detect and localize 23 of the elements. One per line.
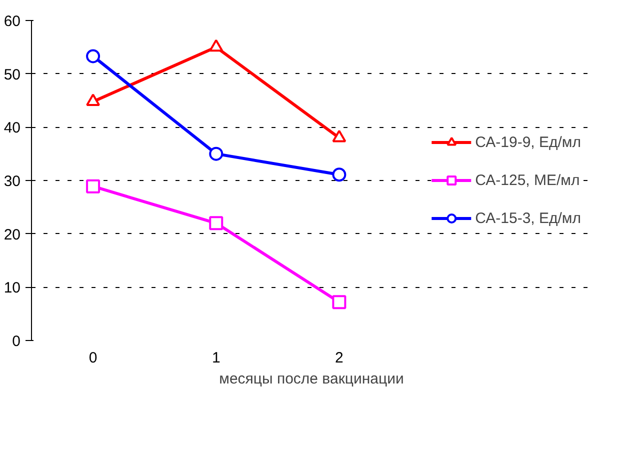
x-tick-label: 1 (212, 350, 220, 366)
point (332, 295, 346, 310)
y-tick-label: 10 (4, 280, 21, 297)
point (209, 216, 224, 230)
point (209, 146, 224, 161)
point (86, 94, 100, 106)
point (86, 179, 100, 194)
y-tick-label: 50 (4, 66, 21, 84)
point (332, 130, 346, 142)
y-tick-label: 40 (4, 120, 21, 137)
point (332, 168, 346, 182)
point (209, 39, 224, 52)
legend-label: СА-19-9, Ед/мл (475, 134, 581, 150)
point (86, 49, 100, 64)
legend-label: СА-15-3, Ед/мл (475, 210, 581, 226)
x-tick-label: 2 (335, 350, 344, 366)
x-tick-label: 0 (88, 350, 98, 366)
y-tick-label: 30 (4, 173, 21, 190)
x-axis-title: месяцы после вакцинации (219, 370, 404, 388)
legend-label: СА-125, МЕ/мл (475, 172, 580, 188)
y-tick-label: 60 (4, 13, 21, 30)
y-tick-label: 0 (12, 333, 20, 350)
y-tick-label: 20 (4, 226, 21, 244)
